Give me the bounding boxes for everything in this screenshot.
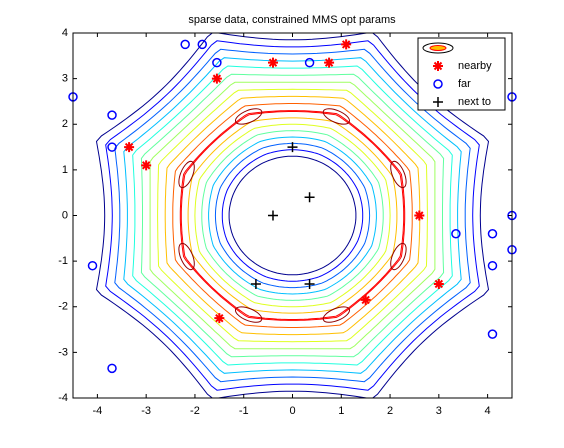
contour-line xyxy=(164,95,421,336)
marker xyxy=(360,294,371,305)
marker xyxy=(433,79,443,89)
contour-line xyxy=(132,65,453,366)
contour-line xyxy=(114,48,471,383)
marker xyxy=(487,229,498,239)
legend-swatch xyxy=(429,45,447,51)
contour-line xyxy=(208,136,377,295)
marker xyxy=(180,39,190,50)
legend-label: far xyxy=(458,78,471,90)
legend-label: nearby xyxy=(458,60,492,72)
marker xyxy=(433,278,444,289)
contour-line xyxy=(123,57,462,374)
contour-line xyxy=(221,149,364,282)
marker xyxy=(433,97,443,107)
x-tick-label: 2 xyxy=(387,405,393,417)
marker xyxy=(141,160,152,171)
marker xyxy=(304,278,315,289)
marker xyxy=(433,61,443,71)
contour-line xyxy=(180,111,405,320)
marker xyxy=(487,260,498,271)
y-tick-label: -3 xyxy=(58,346,68,358)
contour-line xyxy=(228,155,357,276)
contour-line xyxy=(172,103,413,328)
marker xyxy=(107,110,117,120)
contour-line xyxy=(201,130,384,301)
x-tick-label: 4 xyxy=(485,405,491,417)
x-tick-label: 3 xyxy=(436,405,442,417)
y-tick-label: 4 xyxy=(62,27,68,39)
contour-line xyxy=(194,123,391,308)
marker xyxy=(124,142,135,153)
x-tick-label: 1 xyxy=(338,405,344,417)
marker xyxy=(211,73,222,84)
contour-line xyxy=(390,160,407,189)
contour-line xyxy=(179,110,406,321)
marker xyxy=(107,363,117,374)
contours xyxy=(95,33,490,398)
x-tick-label: -3 xyxy=(141,405,151,417)
marker xyxy=(451,229,461,239)
marker xyxy=(341,39,352,50)
marker xyxy=(267,57,278,68)
y-tick-label: 2 xyxy=(62,118,68,130)
y-tick-label: 1 xyxy=(62,164,68,176)
contour-line xyxy=(105,40,480,391)
x-tick-label: 0 xyxy=(289,405,295,417)
contour-line xyxy=(322,306,351,323)
y-tick-label: 0 xyxy=(62,209,68,221)
y-tick-label: -2 xyxy=(58,301,68,313)
y-tick-label: -1 xyxy=(58,255,68,267)
marker xyxy=(287,142,298,153)
contour-line xyxy=(140,73,445,358)
legend-label: next to xyxy=(458,96,491,108)
marker xyxy=(250,278,261,289)
legend: nearby far next to xyxy=(417,37,506,111)
marker xyxy=(267,210,278,221)
contour-line xyxy=(234,108,263,125)
contour-line xyxy=(390,242,407,271)
marker xyxy=(324,57,335,68)
contour-line xyxy=(178,242,195,271)
marker xyxy=(304,57,315,68)
x-tick-label: -4 xyxy=(92,405,102,417)
contour-line xyxy=(149,81,436,350)
contour-line xyxy=(178,160,195,189)
y-tick-label: 3 xyxy=(62,73,68,85)
x-tick-label: -1 xyxy=(239,405,249,417)
contour-line xyxy=(157,88,428,343)
contour-line xyxy=(322,108,351,125)
contour-line xyxy=(234,306,263,323)
contour-line xyxy=(95,33,490,398)
marker xyxy=(197,39,208,50)
legend-swatch xyxy=(422,42,454,54)
marker xyxy=(87,260,98,271)
x-tick-label: -2 xyxy=(190,405,200,417)
marker xyxy=(214,313,225,324)
chart-title: sparse data, constrained MMS opt params xyxy=(188,14,396,26)
marker xyxy=(107,142,117,152)
marker xyxy=(304,192,315,203)
marker xyxy=(414,210,425,221)
y-tick-label: -4 xyxy=(58,392,68,404)
marker xyxy=(487,329,498,339)
contour-line xyxy=(214,142,371,289)
marker xyxy=(212,57,222,68)
marks xyxy=(68,39,517,374)
contour-line xyxy=(187,117,398,314)
